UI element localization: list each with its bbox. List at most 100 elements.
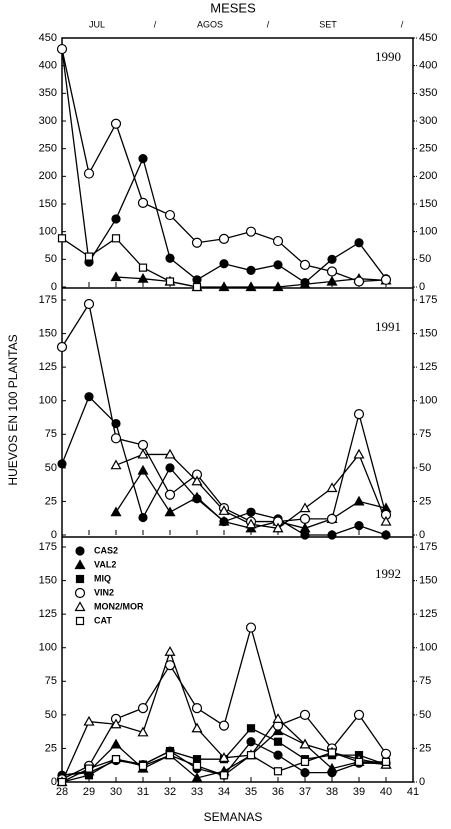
y-tick-label: 100 xyxy=(39,395,57,407)
point xyxy=(219,771,229,780)
point xyxy=(165,751,175,760)
point xyxy=(57,459,67,469)
x-tick-label: 39 xyxy=(353,786,365,798)
point xyxy=(192,761,202,770)
y2-tick-label: 100 xyxy=(419,395,437,407)
x-tick-label: 37 xyxy=(299,786,311,798)
y2-tick-label: 150 xyxy=(419,574,437,586)
panel-title: 1991 xyxy=(375,319,401,334)
legend-marker xyxy=(74,601,86,612)
y2-tick-label: 0 xyxy=(419,529,425,541)
point xyxy=(353,276,365,287)
y2-tick-label: 200 xyxy=(419,170,437,182)
y2-tick-label: 100 xyxy=(419,226,437,238)
point xyxy=(137,439,149,451)
point xyxy=(110,118,122,129)
y2-tick-label: 125 xyxy=(419,361,437,373)
x-tick-label: 38 xyxy=(326,786,338,798)
point xyxy=(380,748,392,759)
point xyxy=(56,341,68,353)
point xyxy=(110,459,122,470)
month-label: / xyxy=(267,19,270,29)
point xyxy=(191,703,203,714)
point xyxy=(381,530,391,540)
point xyxy=(137,272,149,283)
y-tick-label: 200 xyxy=(39,170,57,182)
point xyxy=(245,281,257,292)
point xyxy=(56,43,68,55)
point xyxy=(354,520,364,531)
point xyxy=(245,518,257,529)
series-line xyxy=(61,237,198,288)
y-tick-label: 100 xyxy=(39,642,57,654)
point xyxy=(327,748,337,757)
point xyxy=(246,724,256,733)
series-line xyxy=(61,302,387,523)
point xyxy=(164,506,176,517)
point xyxy=(110,433,122,444)
point xyxy=(245,622,257,633)
point xyxy=(218,505,230,515)
point xyxy=(138,761,148,770)
x-tick-label: 33 xyxy=(191,786,203,798)
y-tick-label: 175 xyxy=(39,541,57,553)
legend-marker xyxy=(75,616,85,626)
point xyxy=(381,757,391,766)
y-tick-label: 75 xyxy=(45,675,57,687)
point xyxy=(165,463,175,473)
y2-tick-label: 0 xyxy=(419,776,425,788)
point xyxy=(218,752,230,762)
point xyxy=(327,254,337,264)
panel-title: 1990 xyxy=(375,49,401,64)
point xyxy=(299,709,311,720)
point xyxy=(326,266,338,277)
point xyxy=(164,448,176,459)
y-tick-label: 0 xyxy=(51,776,57,788)
point xyxy=(299,738,311,749)
point xyxy=(299,259,311,270)
legend-marker xyxy=(74,559,86,570)
point xyxy=(218,515,230,526)
y-tick-label: 25 xyxy=(45,495,57,507)
legend-label: VIN2 xyxy=(94,587,114,597)
y2-tick-label: 175 xyxy=(419,294,437,306)
point xyxy=(110,271,122,282)
y2-tick-label: 25 xyxy=(419,742,431,754)
series-line xyxy=(61,48,387,283)
legend-label: MIQ xyxy=(94,573,111,583)
point xyxy=(164,209,176,221)
point xyxy=(299,278,311,289)
point xyxy=(219,259,229,269)
y-tick-label: 150 xyxy=(39,198,57,210)
x-tick-label: 34 xyxy=(218,786,230,798)
point xyxy=(84,252,94,261)
point xyxy=(191,491,203,502)
point xyxy=(192,282,202,292)
point xyxy=(273,767,283,776)
y2-tick-label: 125 xyxy=(419,608,437,620)
y2-tick-label: 350 xyxy=(419,87,437,99)
point xyxy=(300,767,310,778)
point xyxy=(246,751,256,760)
point xyxy=(165,277,175,286)
point xyxy=(327,530,337,540)
point xyxy=(110,718,122,729)
y-tick-label: 75 xyxy=(45,428,57,440)
y2-tick-label: 50 xyxy=(419,709,431,721)
month-label: JUL xyxy=(89,19,105,29)
point xyxy=(191,722,203,733)
y2-tick-label: 150 xyxy=(419,198,437,210)
x-tick-label: 31 xyxy=(137,786,149,798)
point xyxy=(137,448,149,459)
y-tick-label: 125 xyxy=(39,608,57,620)
month-label: / xyxy=(401,19,404,29)
point xyxy=(326,513,338,524)
point xyxy=(191,772,203,783)
point xyxy=(272,235,284,247)
point xyxy=(218,281,230,292)
point xyxy=(246,737,256,747)
point xyxy=(83,168,95,179)
y2-tick-label: 300 xyxy=(419,115,437,127)
months-title: MESES xyxy=(210,0,256,15)
x-tick-label: 29 xyxy=(83,786,95,798)
